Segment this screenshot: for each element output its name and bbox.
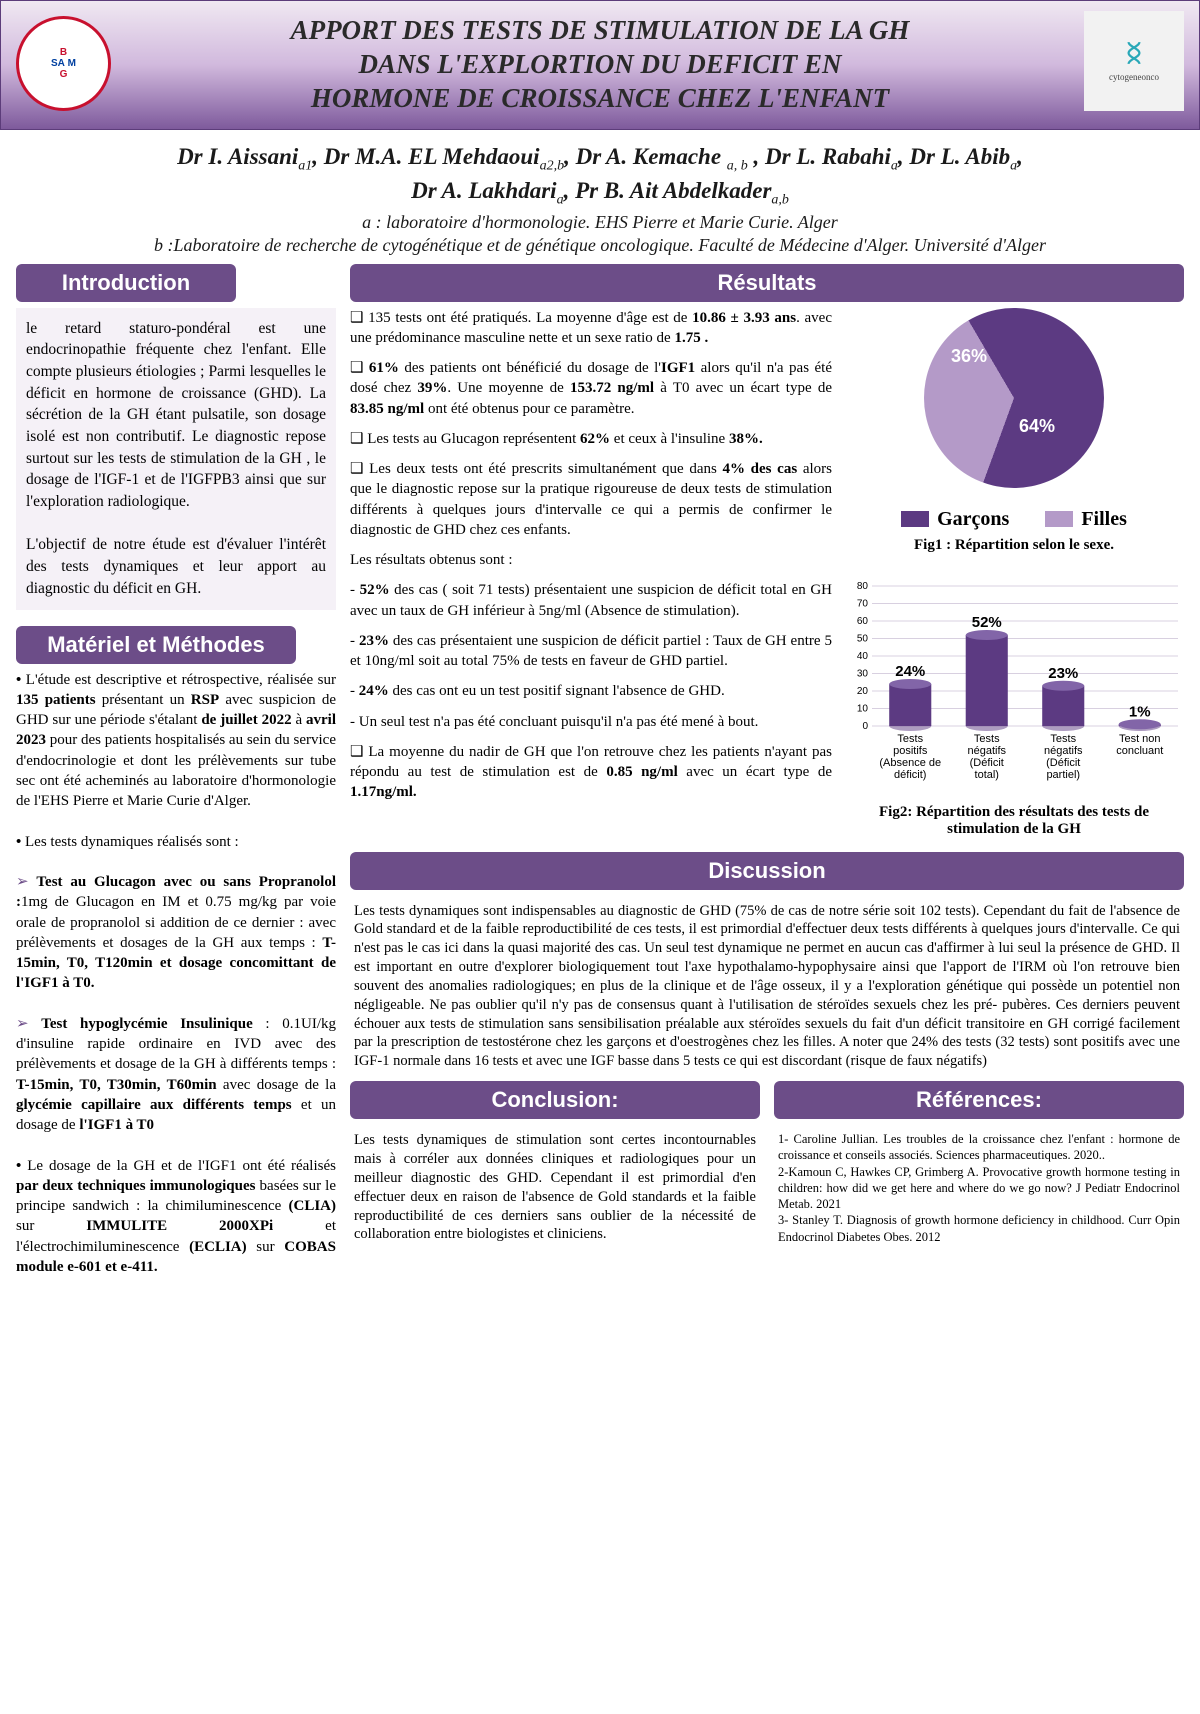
references-header: Références: xyxy=(774,1081,1184,1119)
poster-header: BSA MG APPORT DES TESTS DE STIMULATION D… xyxy=(0,0,1200,130)
svg-text:concluant: concluant xyxy=(1116,745,1163,757)
svg-text:40: 40 xyxy=(857,651,869,662)
title-line: HORMONE DE CROISSANCE CHEZ L'ENFANT xyxy=(311,83,889,113)
svg-text:(Déficit: (Déficit xyxy=(1046,757,1080,769)
poster-title: APPORT DES TESTS DE STIMULATION DE LA GH… xyxy=(291,14,910,115)
legend-girls-label: Filles xyxy=(1081,508,1127,531)
svg-text:positifs: positifs xyxy=(893,745,928,757)
discussion-header: Discussion xyxy=(350,852,1184,890)
logo-left: BSA MG xyxy=(16,16,111,111)
discussion-body: Les tests dynamiques sont indispensables… xyxy=(350,896,1184,1078)
pie-chart: 64% 36% xyxy=(879,308,1149,508)
svg-text:60: 60 xyxy=(857,616,869,627)
svg-text:23%: 23% xyxy=(1048,664,1078,681)
svg-text:50: 50 xyxy=(857,633,869,644)
svg-text:négatifs: négatifs xyxy=(1044,745,1083,757)
fig2-caption: Fig2: Répartition des résultats des test… xyxy=(844,804,1184,838)
svg-text:24%: 24% xyxy=(895,663,925,680)
affiliation-a: a : laboratoire d'hormonologie. EHS Pier… xyxy=(40,212,1160,233)
intro-header: Introduction xyxy=(16,264,236,302)
svg-text:Tests: Tests xyxy=(974,733,1000,745)
svg-text:négatifs: négatifs xyxy=(967,745,1006,757)
svg-text:(Absence de: (Absence de xyxy=(879,757,941,769)
logo-right: cytogeneonco xyxy=(1084,11,1184,111)
authors-block: Dr I. Aissania1, Dr M.A. EL Mehdaouia2,b… xyxy=(0,130,1200,264)
svg-text:partiel): partiel) xyxy=(1046,769,1080,781)
legend-swatch-boys xyxy=(901,511,929,527)
title-line: DANS L'EXPLORTION DU DEFICIT EN xyxy=(358,49,841,79)
title-line: APPORT DES TESTS DE STIMULATION DE LA GH xyxy=(291,15,910,45)
svg-text:total): total) xyxy=(975,769,999,781)
svg-text:Test non: Test non xyxy=(1119,733,1161,745)
references-body: 1- Caroline Jullian. Les troubles de la … xyxy=(774,1125,1184,1251)
svg-text:10: 10 xyxy=(857,703,869,714)
svg-text:0: 0 xyxy=(862,721,868,732)
results-charts: 64% 36% Garçons Filles Fig1 : Répartitio… xyxy=(844,308,1184,852)
svg-text:(Déficit: (Déficit xyxy=(970,757,1004,769)
results-text: 135 tests ont été pratiqués. La moyenne … xyxy=(350,308,832,852)
fig1-caption: Fig1 : Répartition selon le sexe. xyxy=(844,537,1184,554)
results-header: Résultats xyxy=(350,264,1184,302)
svg-text:Tests: Tests xyxy=(1050,733,1076,745)
legend-boys-label: Garçons xyxy=(937,508,1009,531)
dna-icon xyxy=(1121,40,1147,66)
conclusion-header: Conclusion: xyxy=(350,1081,760,1119)
pie-legend: Garçons Filles xyxy=(844,508,1184,531)
svg-text:20: 20 xyxy=(857,686,869,697)
intro-body: le retard staturo-pondéral est une endoc… xyxy=(16,308,336,610)
svg-text:30: 30 xyxy=(857,668,869,679)
svg-text:déficit): déficit) xyxy=(894,769,926,781)
svg-text:Tests: Tests xyxy=(897,733,923,745)
methods-body: L'étude est descriptive et rétrospective… xyxy=(16,670,336,1278)
authors-line: Dr I. Aissania1, Dr M.A. EL Mehdaouia2,b… xyxy=(40,142,1160,210)
legend-swatch-girls xyxy=(1045,511,1073,527)
logo-right-label: cytogeneonco xyxy=(1109,72,1159,82)
svg-text:70: 70 xyxy=(857,598,869,609)
affiliation-b: b :Laboratoire de recherche de cytogénét… xyxy=(40,235,1160,256)
svg-text:52%: 52% xyxy=(972,614,1002,631)
methods-header: Matériel et Méthodes xyxy=(16,626,296,664)
conclusion-body: Les tests dynamiques de stimulation sont… xyxy=(350,1125,760,1250)
bar-chart: 0102030405060708024%Testspositifs(Absenc… xyxy=(844,568,1184,798)
svg-text:1%: 1% xyxy=(1129,703,1151,720)
svg-text:80: 80 xyxy=(857,581,869,592)
